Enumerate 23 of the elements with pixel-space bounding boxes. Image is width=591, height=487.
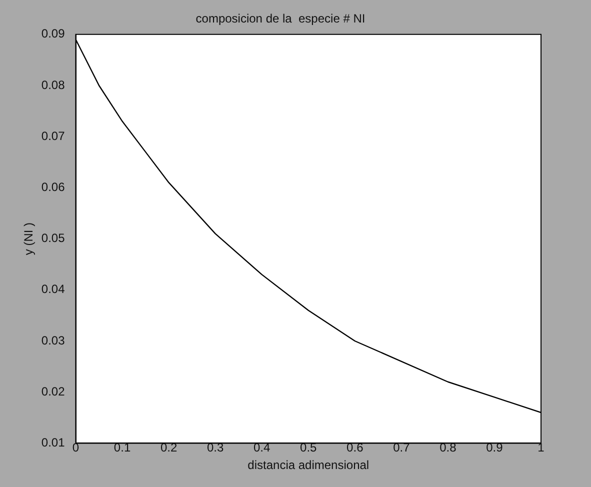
x-tick-label: 0.3 (206, 440, 224, 455)
x-tick-label: 0.5 (300, 440, 318, 455)
x-tick-label: 0.9 (486, 440, 504, 455)
y-tick-label: 0.04 (41, 282, 66, 296)
y-tick-label: 0.02 (41, 384, 66, 398)
x-tick-label: 0 (72, 440, 80, 455)
y-tick-label: 0.07 (41, 128, 66, 143)
x-tick-label: 0.6 (346, 440, 364, 455)
y-tick-label: 0.06 (41, 180, 66, 194)
y-tick-label: 0.05 (41, 231, 66, 246)
x-tick-label: 1 (538, 440, 545, 455)
y-tick-label: 0.03 (41, 333, 66, 348)
x-tick-label: 0.4 (254, 440, 271, 455)
x-axis-title: distancia adimensional (248, 458, 370, 472)
x-tick-label: 0.8 (440, 440, 457, 455)
y-axis-title: y (NI ) (22, 222, 36, 256)
y-tick-label: 0.09 (41, 26, 66, 41)
y-tick-label: 0.01 (41, 436, 66, 450)
x-tick-label: 0.2 (160, 440, 178, 455)
y-tick-label: 0.08 (41, 78, 66, 92)
x-tick-label: 0.7 (393, 440, 410, 455)
x-tick-label: 0.1 (114, 440, 131, 455)
chart-title: composicion de la especie # NI (196, 12, 366, 26)
